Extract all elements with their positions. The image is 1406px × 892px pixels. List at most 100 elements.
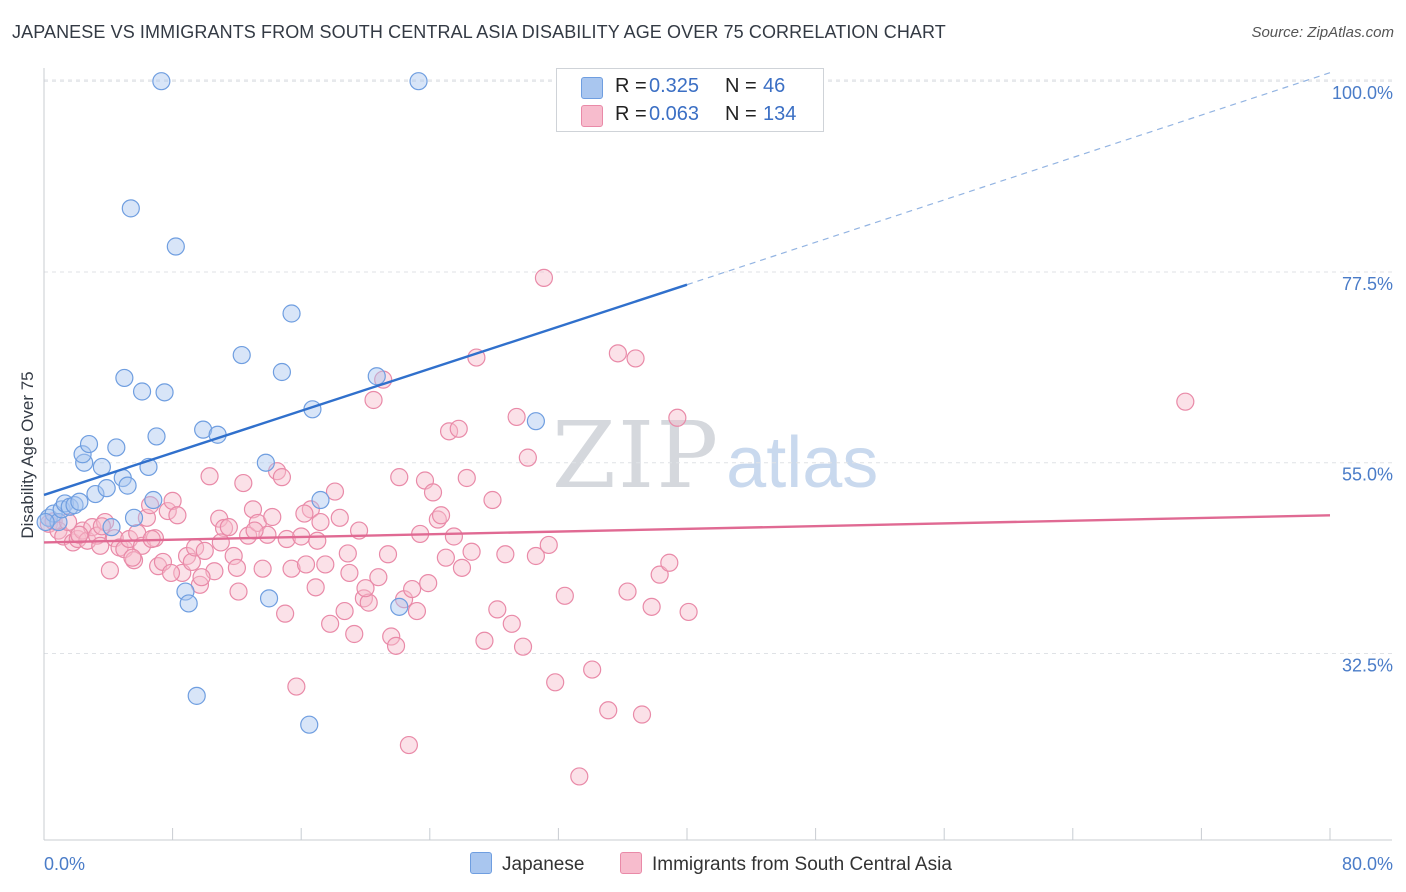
immigrants-point xyxy=(364,390,383,410)
immigrants-point xyxy=(245,521,264,540)
immigrants-point xyxy=(234,473,253,493)
immigrants-point xyxy=(488,600,507,619)
immigrants-point xyxy=(378,545,398,564)
n-label: N = xyxy=(725,75,757,97)
immigrants-point xyxy=(195,541,214,560)
immigrants-point xyxy=(444,527,464,546)
immigrants-point xyxy=(87,526,107,545)
immigrants-point xyxy=(192,568,211,587)
japanese-point xyxy=(259,589,279,608)
grid-layer xyxy=(44,79,1392,654)
immigrants-point xyxy=(161,563,181,583)
japanese-point xyxy=(155,383,174,402)
legend-row-japanese: R = 0.325 N = 46 xyxy=(557,73,823,101)
n-value-immigrants: 134 xyxy=(763,103,797,125)
japanese-point xyxy=(390,597,409,616)
immigrants-point xyxy=(449,419,468,438)
immigrants-point xyxy=(229,582,248,601)
trend-layer xyxy=(43,72,1331,544)
immigrants-point xyxy=(308,531,327,550)
japanese-point xyxy=(124,508,144,527)
immigrants-point xyxy=(534,268,554,287)
immigrants-legend-swatch xyxy=(620,852,642,874)
legend-item-japanese: Japanese xyxy=(470,852,584,876)
y-axis-title: Disability Age Over 75 xyxy=(18,371,37,538)
y-tick-label: 32.5% xyxy=(1342,655,1393,675)
immigrants-point xyxy=(356,579,375,598)
immigrants-point xyxy=(518,448,537,467)
immigrants-point xyxy=(457,468,476,488)
immigrants-point xyxy=(650,565,669,584)
immigrants-point xyxy=(618,582,637,601)
immigrants-point xyxy=(219,518,238,537)
immigrants-point xyxy=(295,504,314,523)
immigrants-point xyxy=(403,579,422,599)
immigrants-point xyxy=(330,508,349,527)
immigrants-point xyxy=(668,408,687,427)
immigrants-point xyxy=(475,631,494,650)
immigrants-point xyxy=(340,563,359,583)
immigrants-point xyxy=(436,548,455,567)
immigrants-point xyxy=(632,705,652,724)
immigrants-point xyxy=(100,561,120,580)
japanese-legend-swatch xyxy=(470,852,492,874)
japanese-swatch xyxy=(581,77,603,99)
japanese-point xyxy=(65,496,84,515)
immigrants-point xyxy=(182,552,201,572)
x-tick-label-max: 80.0% xyxy=(1342,854,1393,874)
immigrants-point xyxy=(158,501,177,521)
immigrants-point xyxy=(407,601,427,621)
immigrants-point xyxy=(163,491,182,510)
immigrants-point xyxy=(539,535,558,555)
immigrants-point xyxy=(325,482,345,501)
japanese-point xyxy=(147,427,166,446)
axis-layer xyxy=(43,68,1392,841)
immigrants-point xyxy=(386,636,406,655)
immigrants-point xyxy=(70,525,89,544)
immigrants-point xyxy=(570,767,589,786)
immigrants-point xyxy=(243,500,263,519)
immigrants-point xyxy=(227,558,246,577)
japanese-point xyxy=(115,368,134,388)
immigrants-point xyxy=(338,544,357,563)
japanese-point xyxy=(176,582,195,601)
japanese-trend-line xyxy=(43,283,688,497)
r-label: R = xyxy=(615,103,647,125)
japanese-point xyxy=(311,490,330,510)
label-layer: 32.5% 55.0% 77.5% 100.0% 0.0% 80.0% Disability… xyxy=(18,83,1393,874)
legend-label-japanese: Japanese xyxy=(502,854,585,875)
immigrants-point xyxy=(335,601,354,621)
japanese-point xyxy=(36,512,55,532)
r-label: R = xyxy=(615,75,647,97)
immigrants-point xyxy=(555,586,574,605)
immigrants-point xyxy=(679,602,698,622)
immigrants-point xyxy=(502,614,521,633)
immigrants-trend-line xyxy=(43,514,1331,544)
japanese-point xyxy=(300,715,319,734)
immigrants-point xyxy=(390,468,409,487)
japanese-point xyxy=(79,434,99,454)
immigrants-point xyxy=(583,660,602,679)
immigrants-point xyxy=(123,548,142,567)
japanese-point xyxy=(272,362,292,382)
japanese-points xyxy=(36,72,545,734)
japanese-point xyxy=(144,490,163,510)
immigrants-points xyxy=(39,268,1195,786)
japanese-point xyxy=(86,484,105,504)
immigrants-point xyxy=(507,407,526,427)
source-label: Source: ZipAtlas.com xyxy=(1251,24,1394,41)
immigrants-point xyxy=(272,468,292,487)
japanese-point xyxy=(367,367,386,386)
n-value-japanese: 46 xyxy=(763,75,786,97)
japanese-point xyxy=(232,345,251,365)
y-tick-label: 77.5% xyxy=(1342,274,1393,294)
immigrants-point xyxy=(483,490,502,510)
immigrants-point xyxy=(462,542,481,561)
chart-title: JAPANESE VS IMMIGRANTS FROM SOUTH CENTRA… xyxy=(12,22,946,42)
immigrants-point xyxy=(296,555,316,574)
immigrants-point xyxy=(608,344,627,363)
japanese-point xyxy=(166,237,185,256)
japanese-point xyxy=(282,304,301,323)
japanese-point xyxy=(187,686,206,705)
